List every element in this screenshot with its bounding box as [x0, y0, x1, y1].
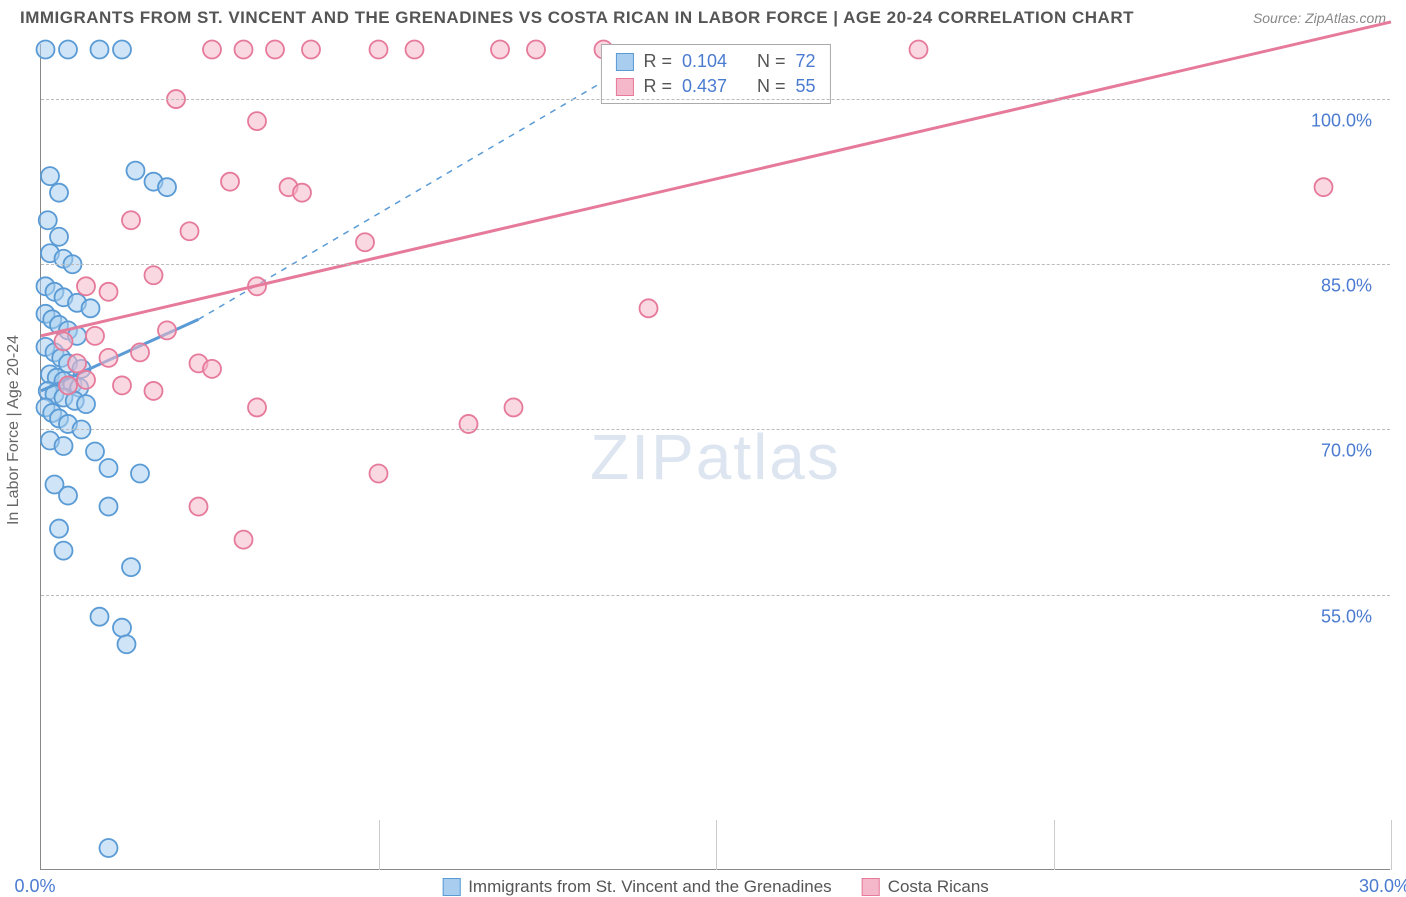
data-point: [491, 41, 509, 59]
data-point: [100, 498, 118, 516]
y-tick-label: 70.0%: [1321, 441, 1372, 462]
data-point: [221, 173, 239, 191]
data-point: [82, 299, 100, 317]
data-point: [266, 41, 284, 59]
grid-line-v: [1391, 820, 1392, 870]
data-point: [131, 465, 149, 483]
data-point: [113, 41, 131, 59]
title-bar: IMMIGRANTS FROM ST. VINCENT AND THE GREN…: [0, 0, 1406, 32]
data-point: [55, 332, 73, 350]
data-point: [181, 222, 199, 240]
data-point: [77, 395, 95, 413]
data-point: [356, 233, 374, 251]
chart-area: ZIPatlas R =0.104 N =72R =0.437 N =55 Im…: [40, 44, 1390, 870]
data-point: [41, 167, 59, 185]
data-point: [370, 41, 388, 59]
grid-line-h: [41, 595, 1390, 596]
legend-label: Immigrants from St. Vincent and the Gren…: [468, 877, 831, 897]
scatter-plot: [41, 44, 1390, 869]
data-point: [113, 376, 131, 394]
data-point: [39, 211, 57, 229]
data-point: [145, 266, 163, 284]
grid-line-v: [716, 820, 717, 870]
data-point: [302, 41, 320, 59]
stat-swatch: [615, 53, 633, 71]
stat-row: R =0.437 N =55: [615, 74, 815, 99]
data-point: [59, 41, 77, 59]
data-point: [37, 41, 55, 59]
data-point: [77, 277, 95, 295]
data-point: [55, 542, 73, 560]
data-point: [248, 112, 266, 130]
data-point: [158, 321, 176, 339]
data-point: [127, 162, 145, 180]
stat-swatch: [615, 78, 633, 96]
data-point: [505, 398, 523, 416]
data-point: [122, 211, 140, 229]
y-tick-label: 55.0%: [1321, 606, 1372, 627]
data-point: [190, 498, 208, 516]
data-point: [100, 283, 118, 301]
data-point: [370, 465, 388, 483]
source-label: Source: ZipAtlas.com: [1253, 10, 1386, 26]
correlation-stat-box: R =0.104 N =72R =0.437 N =55: [600, 44, 830, 104]
data-point: [86, 327, 104, 345]
data-point: [50, 184, 68, 202]
data-point: [91, 41, 109, 59]
data-point: [1315, 178, 1333, 196]
data-point: [203, 41, 221, 59]
data-point: [77, 371, 95, 389]
data-point: [235, 531, 253, 549]
data-point: [203, 360, 221, 378]
legend-swatch: [442, 878, 460, 896]
data-point: [158, 178, 176, 196]
data-point: [91, 608, 109, 626]
data-point: [55, 437, 73, 455]
x-tick-label: 30.0%: [1359, 876, 1406, 897]
grid-line-h: [41, 429, 1390, 430]
data-point: [113, 619, 131, 637]
legend-label: Costa Ricans: [888, 877, 989, 897]
data-point: [50, 520, 68, 538]
legend-swatch: [862, 878, 880, 896]
x-tick-label: 0.0%: [14, 876, 55, 897]
y-tick-label: 85.0%: [1321, 276, 1372, 297]
data-point: [59, 376, 77, 394]
data-point: [910, 41, 928, 59]
data-point: [50, 228, 68, 246]
grid-line-h: [41, 99, 1390, 100]
data-point: [100, 459, 118, 477]
data-point: [118, 635, 136, 653]
data-point: [86, 442, 104, 460]
legend-bottom: Immigrants from St. Vincent and the Gren…: [442, 877, 989, 897]
legend-item: Immigrants from St. Vincent and the Gren…: [442, 877, 831, 897]
grid-line-h: [41, 264, 1390, 265]
grid-line-v: [379, 820, 380, 870]
data-point: [59, 487, 77, 505]
data-point: [640, 299, 658, 317]
data-point: [235, 41, 253, 59]
grid-line-v: [1054, 820, 1055, 870]
data-point: [145, 382, 163, 400]
stat-row: R =0.104 N =72: [615, 49, 815, 74]
data-point: [131, 343, 149, 361]
data-point: [406, 41, 424, 59]
legend-item: Costa Ricans: [862, 877, 989, 897]
chart-title: IMMIGRANTS FROM ST. VINCENT AND THE GREN…: [20, 8, 1134, 28]
data-point: [527, 41, 545, 59]
data-point: [122, 558, 140, 576]
data-point: [68, 354, 86, 372]
y-axis-label: In Labor Force | Age 20-24: [5, 335, 23, 525]
data-point: [248, 398, 266, 416]
data-point: [293, 184, 311, 202]
data-point: [100, 349, 118, 367]
data-point: [100, 839, 118, 857]
trend-line-dashed: [199, 55, 649, 319]
y-tick-label: 100.0%: [1311, 111, 1372, 132]
